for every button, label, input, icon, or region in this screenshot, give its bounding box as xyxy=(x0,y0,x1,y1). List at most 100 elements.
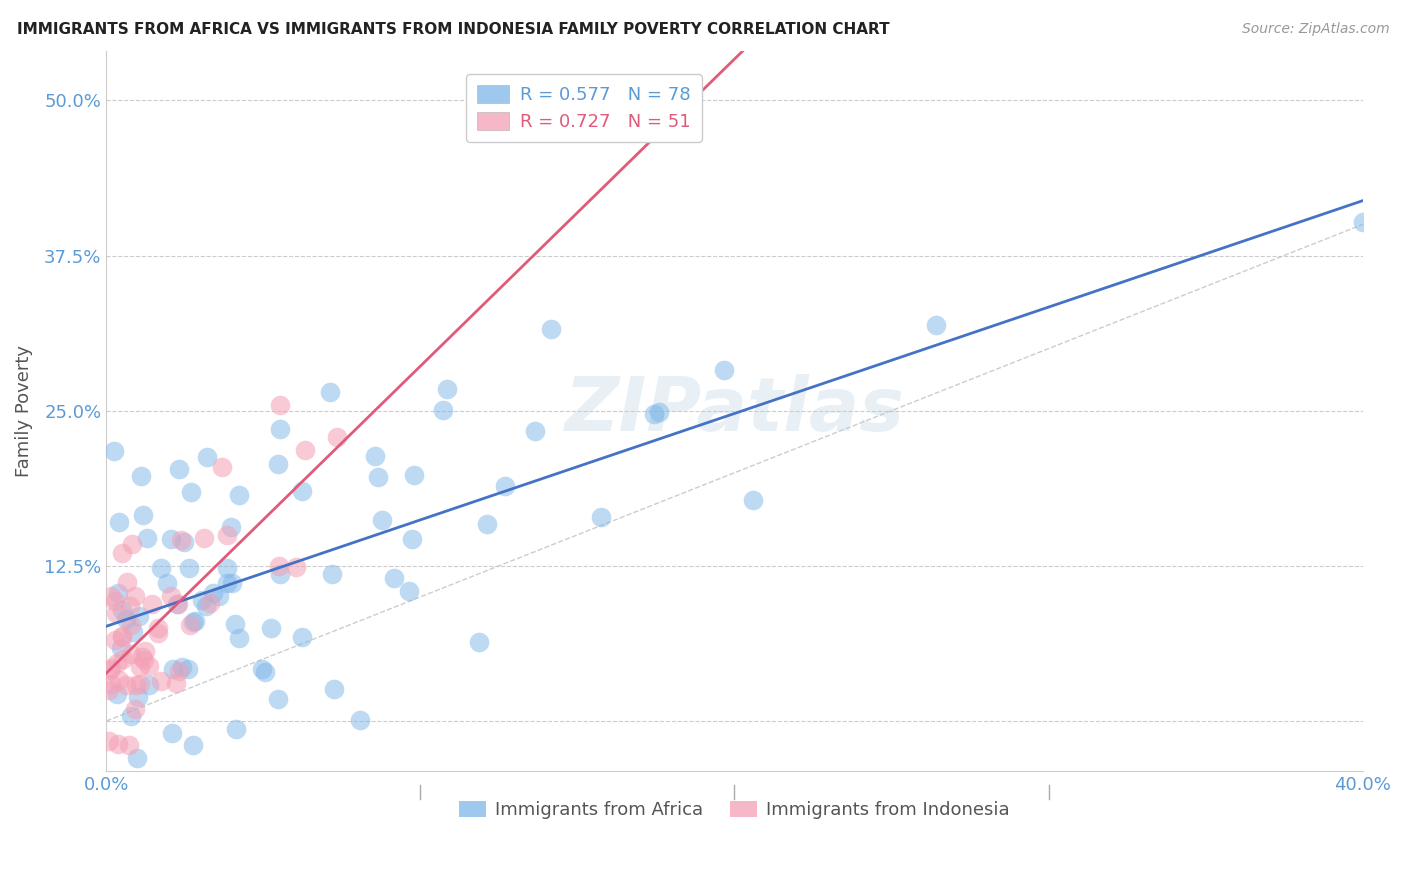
Point xyxy=(742,493,765,508)
Point xyxy=(294,442,316,457)
Point xyxy=(125,678,148,692)
Point xyxy=(111,546,134,560)
Point xyxy=(128,609,150,624)
Point xyxy=(121,624,143,639)
Point xyxy=(104,633,127,648)
Point xyxy=(110,641,132,656)
Point xyxy=(198,596,221,610)
Point xyxy=(208,589,231,603)
Point xyxy=(118,738,141,752)
Point xyxy=(107,585,129,599)
Point xyxy=(221,575,243,590)
Point xyxy=(150,561,173,575)
Point xyxy=(319,384,342,399)
Point xyxy=(269,558,291,573)
Text: ZIPatlas: ZIPatlas xyxy=(564,374,904,447)
Point xyxy=(150,673,173,688)
Point xyxy=(107,687,129,701)
Point xyxy=(103,444,125,458)
Point xyxy=(367,469,389,483)
Point xyxy=(129,676,152,690)
Point xyxy=(129,660,152,674)
Point xyxy=(540,322,562,336)
Point xyxy=(165,676,187,690)
Point xyxy=(475,516,498,531)
Point xyxy=(156,575,179,590)
Point xyxy=(138,678,160,692)
Point xyxy=(266,457,288,471)
Point xyxy=(382,571,405,585)
Point xyxy=(170,533,193,547)
Point xyxy=(166,597,188,611)
Point xyxy=(468,635,491,649)
Point xyxy=(202,585,225,599)
Point xyxy=(1351,215,1374,229)
Point xyxy=(129,468,152,483)
Point xyxy=(111,630,134,644)
Point xyxy=(269,422,291,436)
Point xyxy=(177,561,200,575)
Point xyxy=(180,485,202,500)
Point xyxy=(291,483,314,498)
Point xyxy=(127,690,149,705)
Point xyxy=(195,450,218,465)
Point xyxy=(925,318,948,332)
Point xyxy=(267,691,290,706)
Point xyxy=(713,363,735,377)
Point xyxy=(183,739,205,753)
Point xyxy=(131,508,153,523)
Point xyxy=(211,460,233,475)
Point xyxy=(120,647,142,661)
Point xyxy=(112,652,135,666)
Point xyxy=(125,751,148,765)
Point xyxy=(181,615,204,629)
Point xyxy=(124,589,146,603)
Point xyxy=(138,659,160,673)
Point xyxy=(100,589,122,603)
Point xyxy=(118,599,141,613)
Point xyxy=(160,532,183,546)
Text: Source: ZipAtlas.com: Source: ZipAtlas.com xyxy=(1241,22,1389,37)
Point xyxy=(269,398,291,412)
Point xyxy=(648,405,671,419)
Point xyxy=(401,532,423,546)
Point xyxy=(162,662,184,676)
Point xyxy=(217,561,239,575)
Point xyxy=(290,630,312,644)
Point xyxy=(193,532,215,546)
Point xyxy=(115,612,138,626)
Point xyxy=(219,519,242,533)
Point xyxy=(643,407,665,421)
Point xyxy=(120,709,142,723)
Point xyxy=(115,678,138,692)
Point xyxy=(349,713,371,727)
Point xyxy=(398,584,420,599)
Point xyxy=(225,723,247,737)
Point xyxy=(110,603,132,617)
Point xyxy=(134,644,156,658)
Point xyxy=(100,661,122,675)
Point xyxy=(215,528,238,542)
Point xyxy=(364,449,387,463)
Point xyxy=(404,467,426,482)
Point xyxy=(136,531,159,545)
Point xyxy=(371,513,394,527)
Point xyxy=(167,664,190,678)
Point xyxy=(98,683,121,698)
Point xyxy=(111,629,134,643)
Point xyxy=(284,559,307,574)
Point xyxy=(194,599,217,613)
Point xyxy=(132,653,155,667)
Point xyxy=(179,617,201,632)
Point xyxy=(141,598,163,612)
Point xyxy=(523,424,546,438)
Point xyxy=(326,430,349,444)
Point xyxy=(146,625,169,640)
Point xyxy=(250,662,273,676)
Point xyxy=(146,621,169,635)
Point xyxy=(432,403,454,417)
Point xyxy=(98,733,121,747)
Point xyxy=(436,382,458,396)
Text: IMMIGRANTS FROM AFRICA VS IMMIGRANTS FROM INDONESIA FAMILY POVERTY CORRELATION C: IMMIGRANTS FROM AFRICA VS IMMIGRANTS FRO… xyxy=(17,22,890,37)
Point xyxy=(269,567,291,582)
